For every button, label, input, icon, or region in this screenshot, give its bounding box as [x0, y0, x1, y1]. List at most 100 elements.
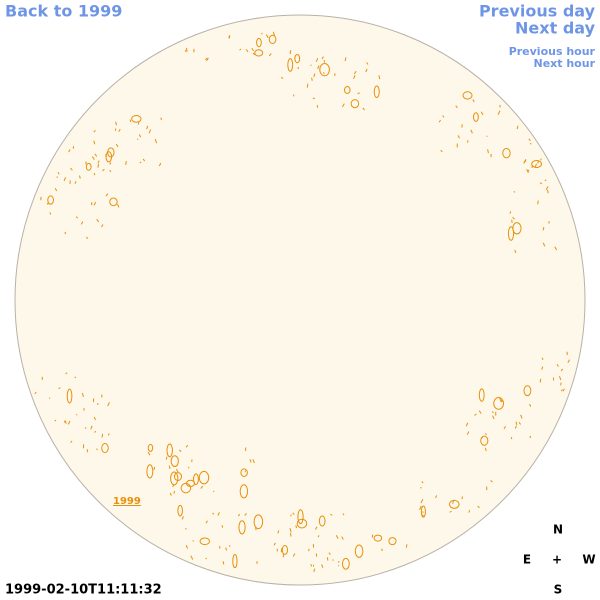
feature — [277, 530, 280, 534]
feature — [499, 397, 502, 403]
feature — [129, 119, 132, 123]
feature — [205, 520, 208, 524]
feature — [353, 70, 357, 75]
feature — [97, 160, 100, 164]
feature — [545, 186, 549, 190]
disk-year-link[interactable]: 1999 — [113, 496, 141, 507]
feature — [292, 512, 295, 515]
feature — [354, 544, 364, 558]
feature — [93, 130, 96, 133]
feature — [455, 105, 458, 109]
feature — [523, 385, 532, 397]
feature — [512, 222, 522, 235]
feature — [365, 68, 368, 73]
feature — [507, 226, 515, 241]
feature — [503, 425, 507, 430]
feature — [490, 479, 493, 483]
feature — [366, 62, 369, 65]
previous-hour-link[interactable]: Previous hour — [509, 45, 596, 58]
feature — [273, 542, 276, 546]
feature — [330, 513, 333, 516]
feature — [281, 544, 289, 555]
feature — [142, 158, 146, 162]
feature — [47, 195, 54, 205]
feature — [239, 484, 249, 499]
feature — [448, 499, 460, 509]
back-link[interactable]: Back to 1999 — [5, 2, 122, 21]
feature — [82, 392, 84, 398]
next-hour-link[interactable]: Next hour — [534, 57, 596, 70]
feature — [94, 430, 97, 433]
feature — [465, 422, 469, 427]
feature — [63, 177, 67, 182]
feature — [74, 376, 77, 379]
feature — [64, 420, 67, 424]
feature — [252, 459, 255, 464]
feature — [357, 92, 360, 95]
feature — [313, 568, 316, 573]
feature — [502, 147, 511, 159]
feature — [238, 520, 246, 535]
feature — [91, 156, 95, 160]
feature — [222, 561, 225, 565]
feature — [297, 66, 300, 70]
feature — [341, 103, 345, 108]
feature — [308, 548, 310, 552]
feature — [554, 246, 558, 251]
feature — [335, 534, 339, 539]
feature — [343, 86, 351, 95]
feature — [199, 537, 211, 546]
feature — [562, 388, 565, 392]
feature — [311, 77, 313, 81]
feature — [323, 59, 326, 63]
feature — [200, 485, 204, 489]
feature — [497, 110, 501, 115]
feature — [268, 34, 277, 45]
feature — [213, 490, 215, 493]
feature — [54, 419, 57, 422]
feature — [185, 444, 189, 448]
previous-day-link[interactable]: Previous day — [479, 2, 596, 21]
feature — [146, 464, 154, 479]
feature — [85, 162, 92, 171]
feature — [466, 431, 470, 435]
feature — [478, 388, 485, 402]
feature — [321, 564, 324, 568]
feature — [137, 122, 140, 125]
feature — [96, 448, 98, 451]
feature — [101, 224, 104, 228]
feature — [147, 451, 151, 456]
feature — [477, 505, 480, 509]
feature — [118, 128, 121, 132]
feature — [449, 510, 452, 513]
feature — [315, 526, 318, 530]
next-day-link[interactable]: Next day — [515, 19, 596, 38]
feature — [362, 107, 366, 111]
feature — [97, 163, 100, 168]
compass-center: + — [552, 553, 562, 567]
feature — [240, 468, 248, 477]
feature — [567, 359, 571, 363]
feature — [516, 125, 519, 130]
feature — [484, 447, 487, 452]
feature — [175, 468, 179, 473]
feature — [500, 399, 503, 403]
feature — [296, 518, 308, 529]
feature — [206, 57, 209, 62]
feature — [232, 553, 238, 569]
feature — [512, 216, 515, 220]
feature — [172, 484, 175, 488]
feature — [317, 535, 320, 538]
feature — [237, 513, 241, 517]
feature — [56, 176, 58, 179]
feature — [229, 545, 231, 548]
feature — [440, 149, 443, 153]
feature — [289, 528, 292, 533]
feature — [169, 492, 172, 496]
feature — [115, 143, 119, 148]
compass-east: E — [523, 553, 531, 567]
feature — [534, 163, 538, 168]
feature — [107, 433, 110, 436]
feature — [529, 435, 532, 439]
